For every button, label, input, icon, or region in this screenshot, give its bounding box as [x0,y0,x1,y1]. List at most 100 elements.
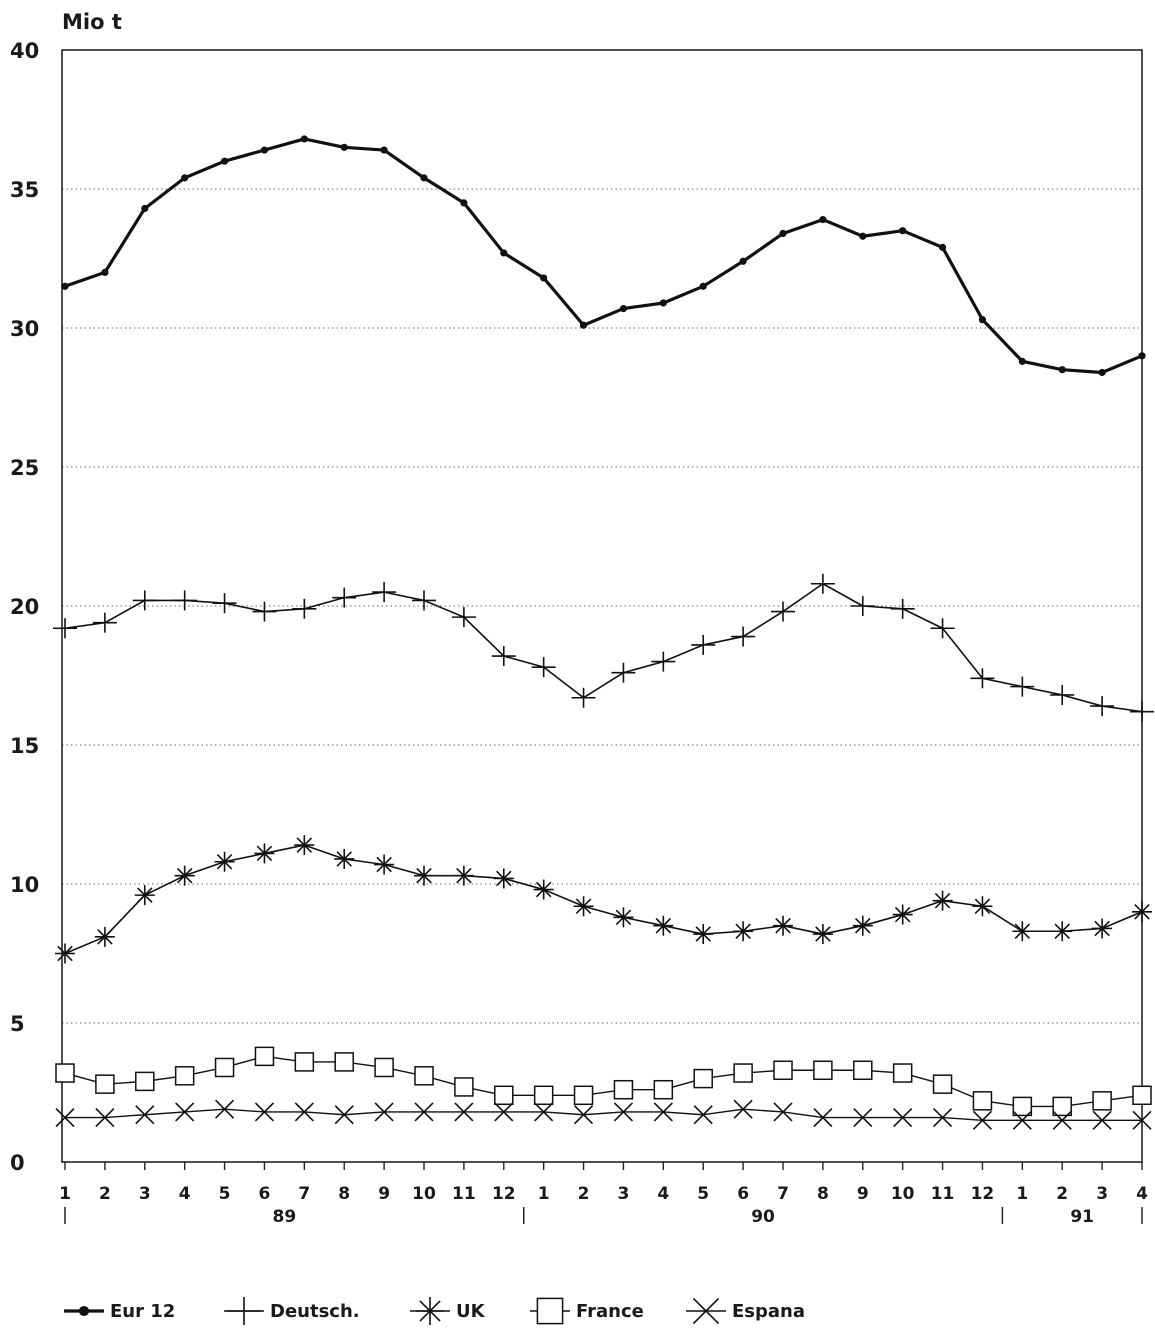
data-point [220,157,229,165]
legend-item: UK [410,1297,486,1325]
data-point [853,1107,873,1128]
data-point [853,1060,873,1081]
x-tick-label: 1 [538,1184,550,1204]
data-point [571,687,596,708]
data-point [294,1052,315,1072]
series-espana [55,1099,1152,1130]
x-tick-label: 11 [452,1184,476,1204]
y-tick-label: 0 [10,1151,25,1175]
x-tick-label: 7 [777,1184,789,1204]
data-point [55,1107,75,1128]
data-point [693,1105,713,1125]
data-point [893,1107,913,1128]
data-point [932,1107,953,1128]
data-point [852,915,873,936]
data-point [412,590,436,611]
data-point [214,1057,235,1078]
x-tick-label: 4 [657,1184,669,1204]
data-point [930,618,955,639]
data-point [892,904,913,925]
data-point [890,598,915,619]
legend-item: Espana [686,1297,805,1325]
data-point [1090,696,1115,717]
y-tick-label: 30 [10,317,39,341]
data-point [334,1105,354,1125]
year-label: 90 [751,1207,775,1227]
data-point [970,668,995,689]
x-tick-label: 4 [179,1184,191,1204]
data-point [651,651,676,672]
data-point [454,1102,474,1122]
data-point [972,1091,993,1111]
data-point [1012,1110,1032,1130]
data-point [613,907,634,928]
data-point [61,282,69,290]
data-point [611,662,636,683]
data-point [810,573,835,594]
data-point [613,1102,634,1122]
x-tick-label: 8 [338,1184,350,1204]
data-point [938,243,947,251]
data-point [78,1305,90,1317]
legend-item: Eur 12 [64,1301,175,1322]
data-point [733,1063,753,1083]
data-point [1092,1110,1112,1130]
data-point [94,926,115,947]
data-point [531,657,556,678]
data-point [214,851,235,872]
data-point [819,215,827,224]
legend-label: Deutsch. [270,1301,360,1322]
data-point [374,854,395,875]
data-point [380,146,388,154]
data-point [573,1085,594,1106]
x-tick-label: 8 [817,1184,829,1204]
data-point [972,1110,993,1130]
data-point [374,1102,394,1122]
x-tick-label: 6 [259,1184,271,1204]
x-tick-label: 3 [139,1184,151,1204]
data-point [771,601,795,622]
data-point [416,1297,444,1325]
data-point [414,1066,434,1086]
data-point [174,1066,195,1086]
data-point [134,885,155,906]
data-point [332,587,357,608]
data-point [813,1060,833,1081]
data-point [101,268,109,276]
x-tick-label: 3 [1096,1184,1108,1204]
data-point [294,1102,314,1122]
x-tick-label: 9 [857,1184,869,1204]
data-point [1132,1110,1152,1130]
data-point [500,249,508,257]
x-tick-label: 4 [1136,1184,1148,1204]
y-tick-label: 20 [10,595,39,619]
data-point [340,143,348,151]
data-point [252,601,277,622]
data-point [773,915,793,936]
y-tick-label: 10 [10,873,39,897]
data-point [731,626,756,647]
data-point [613,1079,634,1100]
data-point [540,274,548,282]
data-point [859,232,867,240]
data-point [573,1105,594,1125]
legend-item: Deutsch. [224,1297,360,1325]
data-point [254,1046,275,1067]
data-point [414,1102,434,1122]
data-point [619,304,628,313]
data-point [812,924,833,945]
data-point [899,227,907,235]
data-point [892,1063,913,1083]
data-point [1010,676,1035,697]
data-point [55,943,75,964]
data-point [659,299,667,307]
data-point [1058,366,1066,374]
data-point [334,848,355,869]
data-point [172,590,197,611]
x-tick-label: 2 [1056,1184,1068,1204]
data-point [1052,1096,1072,1117]
data-point [494,1085,514,1106]
x-tick-label: 9 [378,1184,390,1204]
data-point [460,199,468,207]
